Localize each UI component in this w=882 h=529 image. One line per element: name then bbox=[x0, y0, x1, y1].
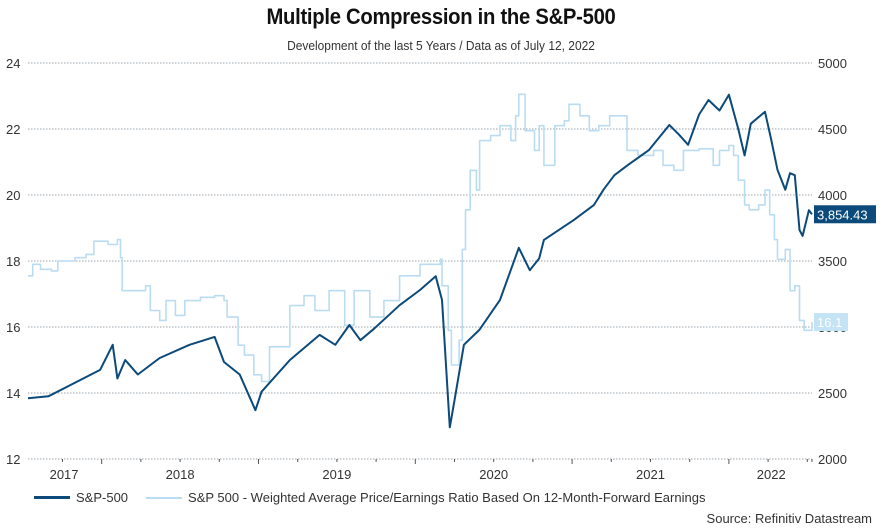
right-y-tick-label: 2000 bbox=[818, 452, 847, 467]
legend-swatch-pe-ratio bbox=[146, 496, 183, 499]
gridlines bbox=[28, 62, 812, 460]
source-note: Source: Refinitiv Datastream bbox=[706, 511, 872, 526]
x-tick-label: 2019 bbox=[322, 467, 351, 482]
left-y-tick-label: 18 bbox=[6, 254, 20, 269]
pe-ratio-line bbox=[28, 93, 813, 383]
x-tick-label: 2018 bbox=[166, 467, 195, 482]
chart-subtitle: Development of the last 5 Years / Data a… bbox=[287, 38, 595, 53]
left-y-tick-label: 20 bbox=[6, 188, 20, 203]
x-tick-label: 2021 bbox=[636, 467, 665, 482]
pe-last-value-label: 16.1 bbox=[817, 315, 842, 330]
left-y-tick-label: 12 bbox=[6, 452, 20, 467]
left-y-tick-label: 24 bbox=[6, 56, 20, 71]
last-value-labels: 16.1 3,854.43 bbox=[814, 205, 876, 332]
right-y-tick-label: 5000 bbox=[818, 56, 847, 71]
right-y-axis: 2000250030003500400045005000 bbox=[818, 56, 847, 467]
x-tick-label: 2022 bbox=[757, 467, 786, 482]
right-y-tick-label: 4500 bbox=[818, 122, 847, 137]
pe-last-value-badge bbox=[814, 313, 848, 332]
right-y-tick-label: 2500 bbox=[818, 386, 847, 401]
legend-label-pe-ratio: S&P 500 - Weighted Average Price/Earning… bbox=[188, 490, 706, 505]
chart-title: Multiple Compression in the S&P-500 bbox=[266, 4, 616, 29]
right-y-tick-label: 3500 bbox=[818, 254, 847, 269]
series-lines bbox=[27, 93, 813, 429]
sp500-last-value-badge bbox=[814, 205, 876, 224]
x-tick-label: 2020 bbox=[479, 467, 508, 482]
left-y-tick-label: 16 bbox=[6, 320, 20, 335]
legend-label-sp500: S&P-500 bbox=[76, 490, 129, 505]
sp500-line bbox=[27, 93, 813, 429]
right-y-tick-label: 4000 bbox=[818, 188, 847, 203]
x-tick-label: 2017 bbox=[50, 467, 79, 482]
x-axis: 2017 2018 2019 2020 2021 2022 bbox=[50, 459, 813, 482]
legend: S&P-500 S&P 500 - Weighted Average Price… bbox=[20, 490, 705, 505]
left-y-tick-label: 14 bbox=[6, 386, 20, 401]
left-y-tick-label: 22 bbox=[6, 122, 20, 137]
sp500-last-value-label: 3,854.43 bbox=[817, 207, 868, 222]
left-y-axis: 12 14 16 18 20 22 24 bbox=[6, 56, 20, 467]
legend-swatch-sp500 bbox=[34, 496, 70, 499]
